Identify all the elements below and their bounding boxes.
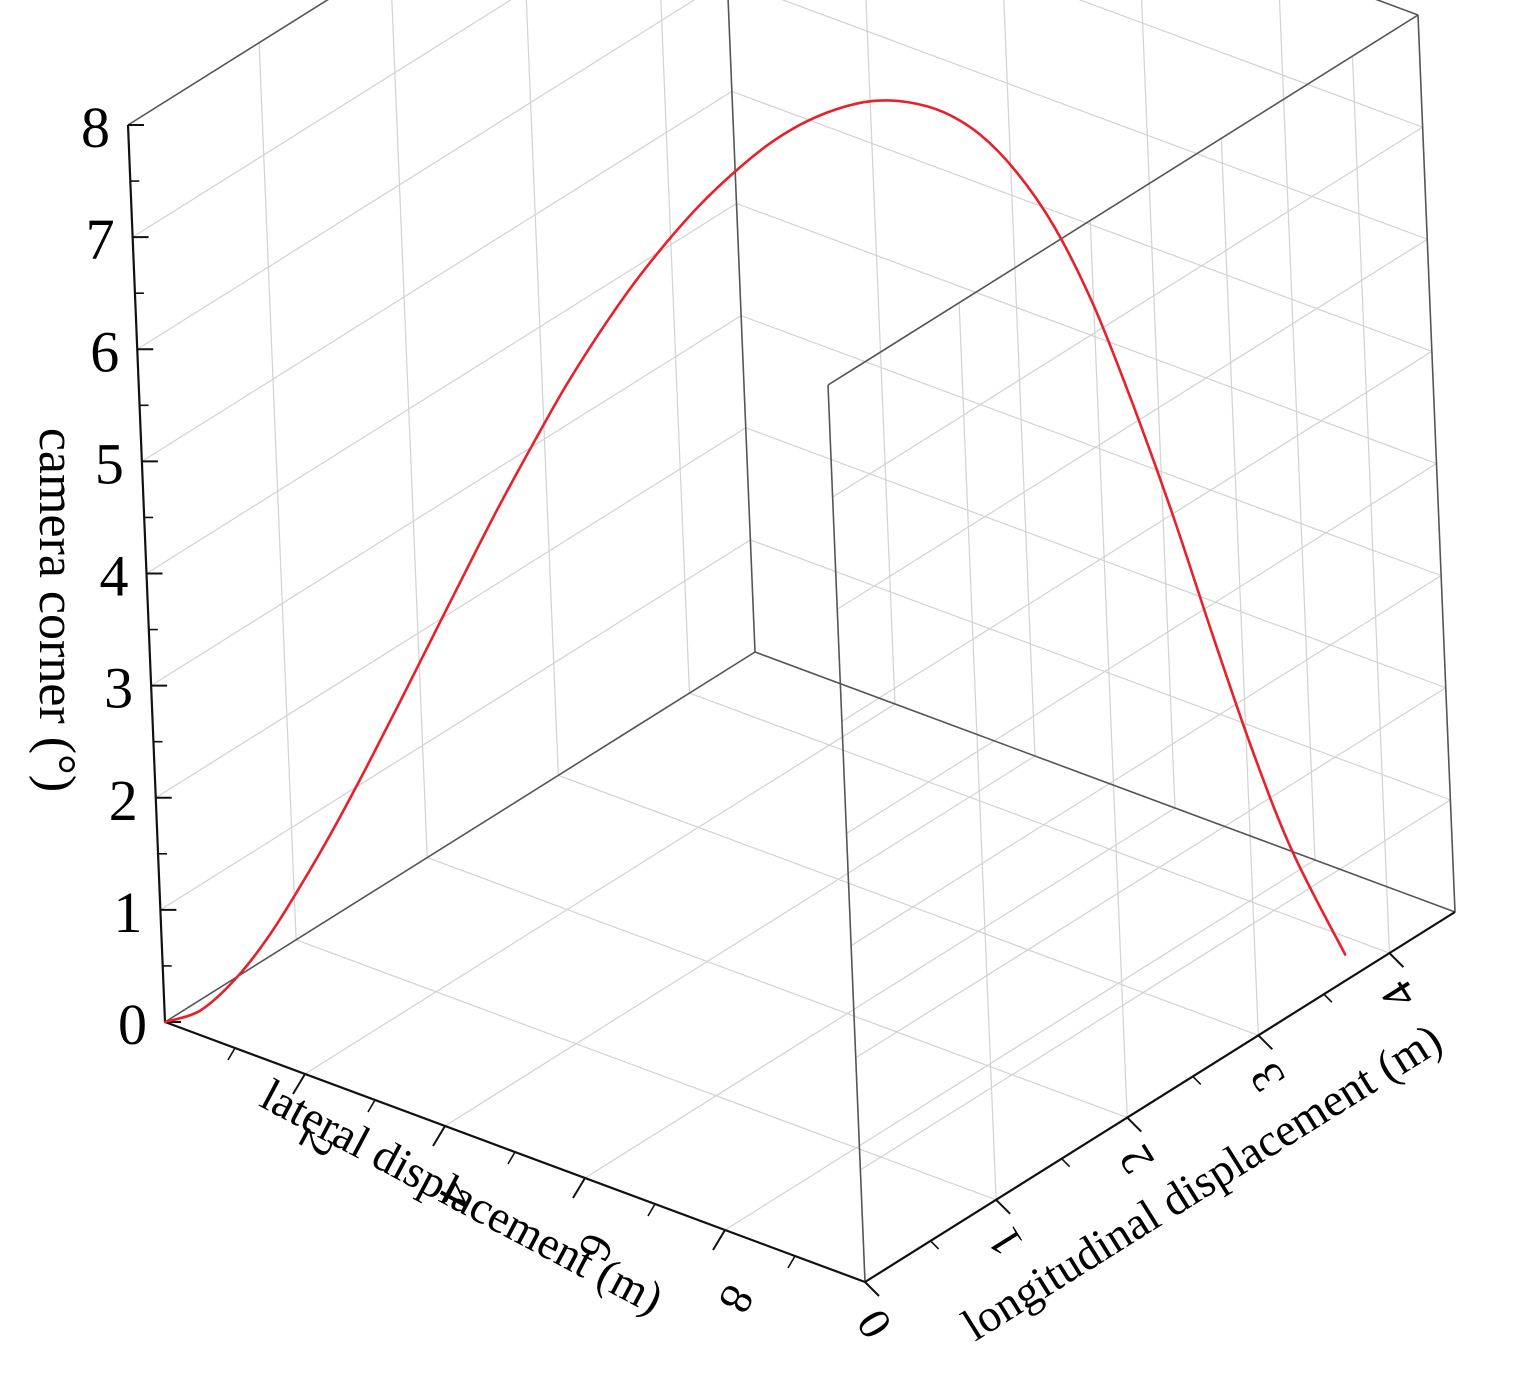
- y-minor-tick: [1061, 1158, 1071, 1168]
- back-wall-grid-line: [1003, 0, 1036, 757]
- side-wall-grid-line: [846, 462, 1437, 835]
- x-tick-mark: [712, 1229, 726, 1251]
- left-wall-grid-line: [150, 315, 742, 687]
- box-edge: [827, 14, 1419, 386]
- box-edge: [1375, 0, 1419, 16]
- floor-grid-line: [558, 774, 1259, 1036]
- z-tick-label: 0: [118, 992, 147, 1057]
- y-tick-mark: [995, 1199, 1011, 1215]
- floor-grid-line: [689, 692, 1390, 954]
- y-minor-tick: [1192, 1075, 1202, 1086]
- z-tick-label: 4: [100, 544, 129, 609]
- x-minor-tick: [787, 1255, 796, 1269]
- y-tick-label: 2: [1108, 1137, 1163, 1184]
- z-axis-title: camera corner (°): [28, 428, 85, 792]
- x-tick-mark: [292, 1073, 306, 1095]
- floor-grid-line: [427, 856, 1128, 1119]
- back-wall-grid-line: [740, 315, 1442, 577]
- box-edge: [164, 651, 756, 1023]
- y-axis-title: longitudinal displacement (m): [953, 1013, 1450, 1350]
- left-wall-grid-line: [391, 0, 428, 858]
- series-layer: [163, 99, 1347, 1024]
- back-wall-grid-line: [1278, 0, 1316, 861]
- floor-grid-line: [304, 703, 896, 1075]
- left-wall-grid-line: [141, 90, 733, 462]
- left-wall-grid-line: [160, 539, 751, 911]
- floor-grid-line: [584, 807, 1176, 1179]
- z-tick-label: 6: [90, 319, 119, 384]
- side-wall-grid-line: [855, 687, 1447, 1059]
- side-wall-grid-line: [860, 799, 1451, 1171]
- y-tick-mark: [1388, 952, 1405, 968]
- back-wall-grid-line: [781, 0, 1428, 240]
- y-tick-mark: [1257, 1034, 1274, 1051]
- z-tick-label: 8: [81, 95, 110, 160]
- grid-layer: [127, 0, 1451, 1231]
- box-edge: [127, 0, 329, 126]
- x-tick-label: 8: [709, 1277, 765, 1321]
- left-wall-grid-line: [132, 0, 512, 238]
- back-wall-grid-line: [745, 427, 1446, 689]
- box-edge: [827, 384, 866, 1283]
- back-wall-grid-line: [1375, 0, 1419, 16]
- left-wall-grid-line: [525, 0, 559, 776]
- y-tick-label: 4: [1371, 972, 1426, 1019]
- z-tick-label: 3: [104, 656, 133, 721]
- x-tick-mark: [432, 1125, 446, 1147]
- y-minor-tick: [929, 1240, 940, 1250]
- x-axis-title: lateral displacement (m): [253, 1069, 672, 1324]
- back-wall-grid-line: [1078, 0, 1423, 128]
- x-minor-tick: [227, 1047, 236, 1061]
- y-tick-label: 1: [977, 1219, 1032, 1266]
- y-tick-mark: [1126, 1116, 1142, 1133]
- box-edge: [754, 651, 1456, 913]
- left-wall-grid-line: [660, 0, 691, 694]
- floor-grid-line: [295, 939, 997, 1201]
- box-edge: [727, 0, 756, 653]
- z-tick-label: 5: [95, 431, 124, 496]
- side-wall-grid-line: [850, 575, 1442, 947]
- y-minor-tick: [1323, 993, 1333, 1003]
- floor-grid-line: [724, 859, 1316, 1231]
- x-minor-tick: [367, 1099, 376, 1113]
- back-wall-grid-line: [750, 539, 1451, 801]
- left-wall-grid-line: [127, 0, 329, 126]
- side-wall-grid-line: [832, 126, 1423, 498]
- left-wall-grid-line: [258, 42, 297, 940]
- y-tick-mark: [864, 1281, 880, 1297]
- floor-grid-line: [444, 755, 1036, 1127]
- left-wall-grid-line: [155, 427, 747, 799]
- x-minor-tick: [507, 1151, 516, 1165]
- left-wall-grid-line: [136, 0, 696, 350]
- y-axis-line: [864, 911, 1456, 1283]
- y-tick-label: 3: [1239, 1054, 1294, 1101]
- back-wall-grid-line: [736, 202, 1437, 465]
- back-wall-grid-line: [1141, 0, 1176, 809]
- side-wall-grid-line: [836, 238, 1428, 610]
- y-tick-label: 0: [846, 1301, 901, 1348]
- side-wall-grid-line: [841, 350, 1433, 722]
- z-tick-label: 1: [113, 880, 142, 945]
- x-tick-mark: [572, 1177, 586, 1199]
- back-wall-grid-line: [731, 90, 1433, 352]
- series-line: [163, 99, 1347, 1024]
- z-tick-label: 7: [86, 207, 115, 272]
- box-edge: [1417, 14, 1456, 913]
- left-wall-grid-line: [146, 202, 737, 575]
- back-wall-grid-line: [865, 0, 896, 705]
- x-minor-tick: [647, 1203, 656, 1217]
- z-tick-label: 2: [109, 768, 138, 833]
